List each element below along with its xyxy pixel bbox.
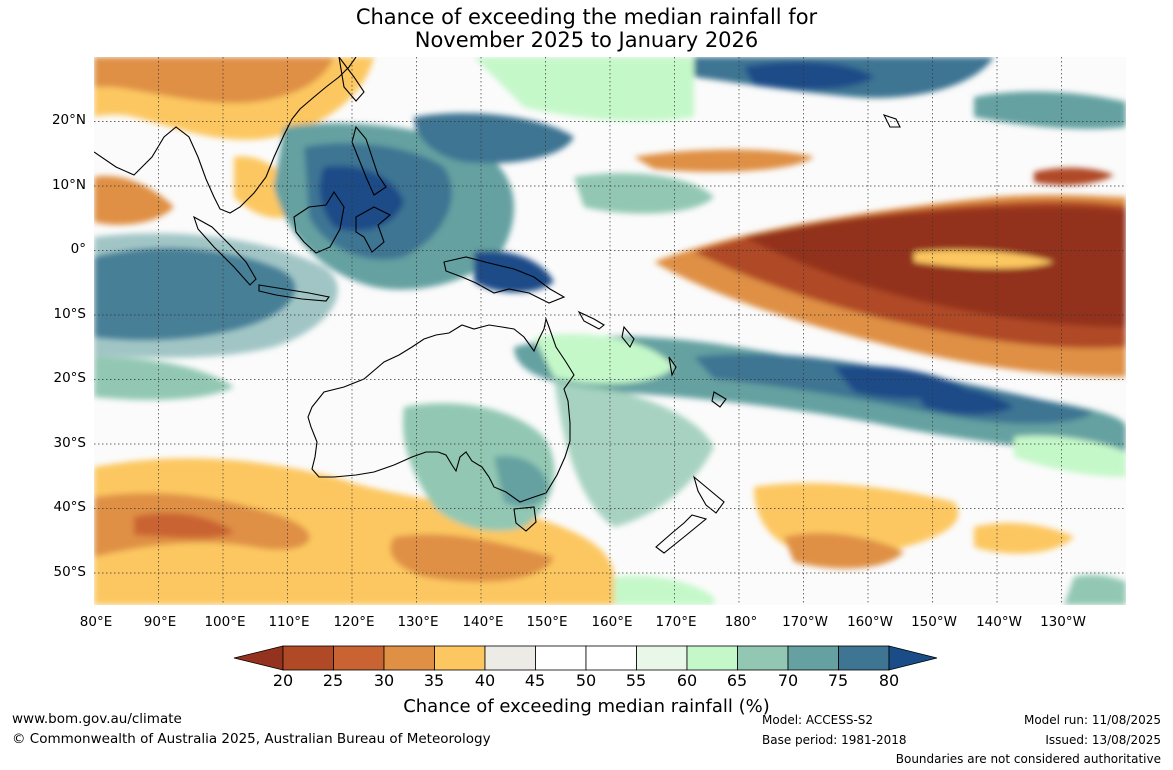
footer-model: Model: ACCESS-S2 (762, 713, 874, 727)
lon-label-160e: 160°E (591, 614, 633, 630)
map-title-line1: Chance of exceeding the median rainfall … (355, 5, 818, 29)
philippines-coastline (351, 125, 387, 196)
colorbar-tick-20: 20 (272, 671, 294, 690)
colorbar-cell (535, 645, 587, 671)
colorbar-tick-45: 45 (524, 671, 546, 690)
lat-label-50s: 50°S (53, 564, 87, 580)
new-guinea-coastline (443, 256, 566, 304)
colorbar-tick-35: 35 (423, 671, 445, 690)
lon-label-100e: 100°E (204, 614, 246, 630)
colorbar-cell (838, 645, 890, 671)
lon-label-80e: 80°E (79, 614, 113, 630)
colorbar-cell (636, 645, 688, 671)
lat-label-40s: 40°S (53, 499, 87, 515)
colorbar-cell (585, 645, 637, 671)
borneo-coastline (293, 190, 345, 254)
lon-label-150w: 150°W (911, 614, 957, 630)
rainfall-outlook-map (94, 57, 1126, 605)
colorbar-tick-70: 70 (777, 671, 799, 690)
footer-issued: Issued: 13/08/2025 (1045, 733, 1161, 747)
graticule (94, 57, 1126, 605)
lon-label-120e: 120°E (333, 614, 375, 630)
sumatra-coastline (193, 215, 257, 286)
lat-label-10n: 10°N (51, 177, 86, 193)
footer-website: www.bom.gov.au/climate (12, 711, 182, 727)
colorbar-tick-75: 75 (827, 671, 849, 690)
colorbar-cell (383, 645, 435, 671)
colorbar-tick-50: 50 (575, 671, 597, 690)
footer-base-period: Base period: 1981-2018 (762, 733, 907, 747)
lat-label-20s: 20°S (53, 370, 87, 386)
lon-label-150e: 150°E (526, 614, 568, 630)
lat-label-10s: 10°S (53, 306, 87, 322)
colorbar-tick-80: 80 (878, 671, 900, 690)
colorbar-title: Chance of exceeding median rainfall (%) (403, 696, 770, 717)
lon-label-130w: 130°W (1040, 614, 1086, 630)
footer-disclaimer: Boundaries are not considered authoritat… (895, 752, 1161, 766)
coastlines (94, 57, 901, 554)
colorbar-arrow-high (888, 645, 938, 671)
lon-label-160w: 160°W (847, 614, 893, 630)
colorbar-tick-30: 30 (373, 671, 395, 690)
hawaii-coastline (882, 114, 901, 128)
colorbar-cell (787, 645, 839, 671)
new-zealand-coastline (655, 475, 725, 554)
colorbar-arrow-low (233, 645, 284, 671)
lon-label-180: 180° (724, 614, 758, 630)
map-title-line2: November 2025 to January 2026 (414, 28, 759, 52)
colorbar-cell (282, 645, 334, 671)
colorbar-cell (434, 645, 486, 671)
lon-label-140e: 140°E (462, 614, 504, 630)
colorbar-tick-55: 55 (625, 671, 647, 690)
colorbar-tick-65: 65 (726, 671, 748, 690)
colorbar-cell (333, 645, 385, 671)
lon-label-170w: 170°W (782, 614, 828, 630)
australia-coastline (307, 317, 575, 503)
asia-coastline (94, 57, 357, 214)
pacific-islands (577, 310, 727, 408)
sulawesi-coastline (355, 206, 391, 253)
colorbar-tick-40: 40 (474, 671, 496, 690)
colorbar-cell (737, 645, 789, 671)
footer-model-run: Model run: 11/08/2025 (1023, 713, 1161, 727)
lon-label-170e: 170°E (655, 614, 697, 630)
footer-copyright: © Commonwealth of Australia 2025, Austra… (12, 731, 491, 747)
colorbar-tick-60: 60 (676, 671, 698, 690)
colorbar (233, 645, 938, 671)
lon-label-110e: 110°E (268, 614, 310, 630)
japan-coastline (338, 57, 365, 102)
colorbar-tick-25: 25 (322, 671, 344, 690)
lat-label-30s: 30°S (53, 435, 87, 451)
lon-label-90e: 90°E (143, 614, 177, 630)
colorbar-cell (686, 645, 738, 671)
lon-label-130e: 130°E (397, 614, 439, 630)
probability-fields (94, 57, 1126, 605)
java-coastline (258, 284, 330, 302)
colorbar-cell (484, 645, 536, 671)
tasmania-coastline (513, 506, 537, 532)
lat-label-equator: 0° (70, 241, 86, 257)
lon-label-140w: 140°W (976, 614, 1022, 630)
map-svg (94, 57, 1126, 605)
lat-label-20n: 20°N (51, 112, 86, 128)
